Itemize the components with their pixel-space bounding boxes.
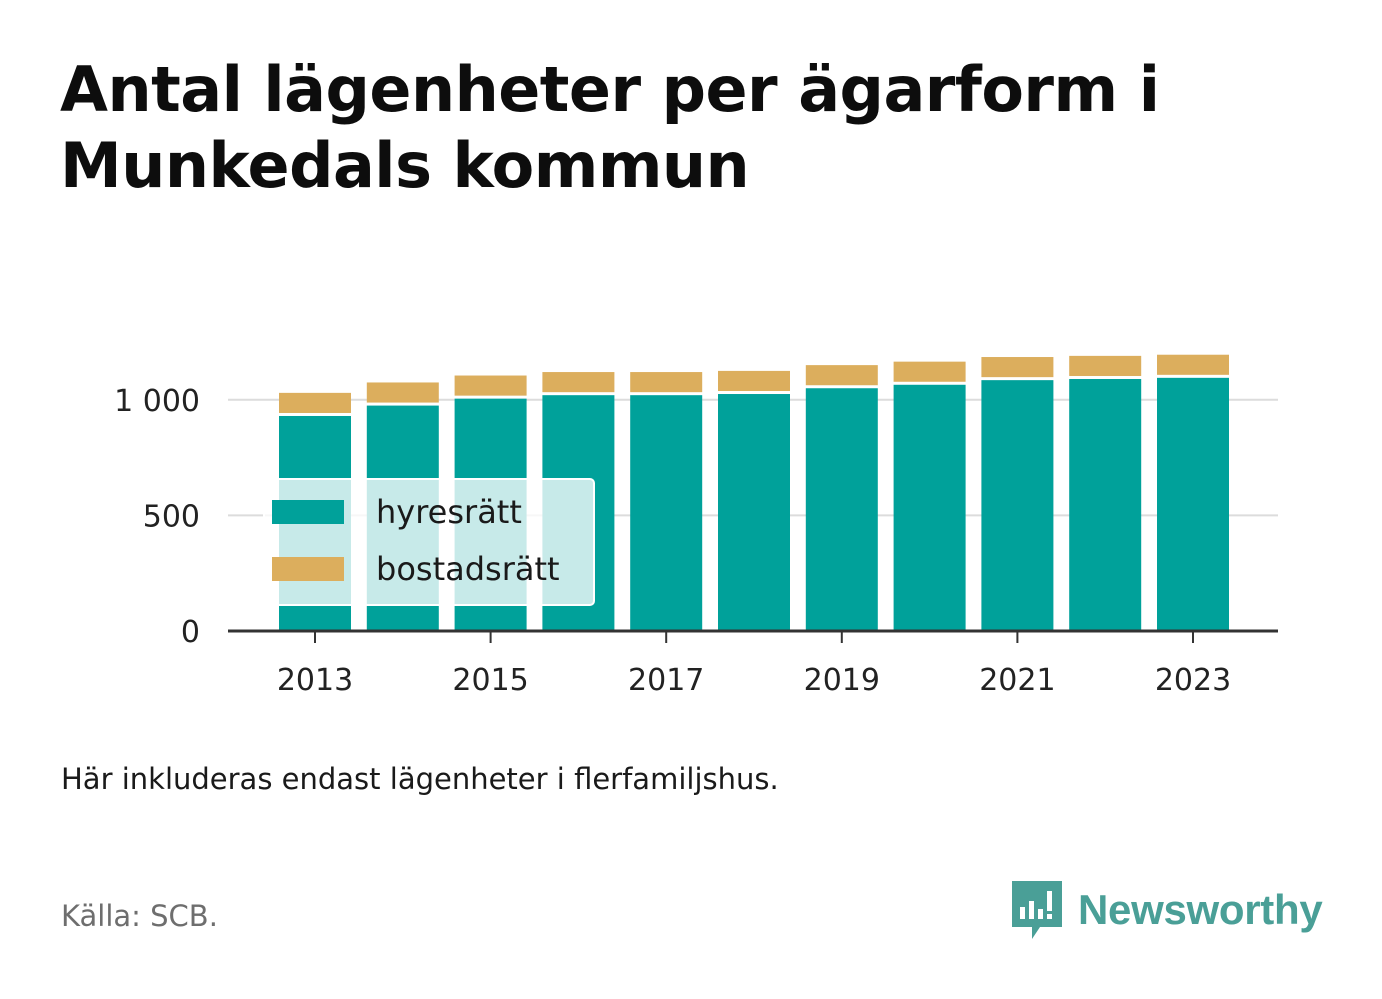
newsworthy-icon — [1012, 881, 1062, 939]
bar-hyresratt — [718, 394, 790, 631]
brand-logo: Newsworthy — [1010, 878, 1323, 942]
bar-bostadsratt — [1157, 354, 1229, 375]
bar-hyresratt — [630, 395, 703, 631]
y-tick-label: 500 — [143, 499, 200, 534]
x-tick-label: 2015 — [452, 663, 528, 698]
bar-bostadsratt — [718, 370, 790, 392]
bar-bostadsratt — [454, 375, 527, 396]
x-tick-label: 2017 — [628, 663, 704, 698]
bar-bostadsratt — [366, 382, 439, 403]
chart-title: Antal lägenheter per ägarform i Munkedal… — [60, 53, 1160, 202]
bar-bostadsratt — [630, 372, 703, 393]
x-tick-label: 2021 — [979, 663, 1055, 698]
bar-hyresratt — [893, 384, 966, 631]
bar-bostadsratt — [542, 372, 615, 393]
chart-note: Här inkluderas endast lägenheter i flerf… — [61, 762, 779, 796]
source-text: Källa: SCB. — [61, 899, 218, 933]
bar-hyresratt — [1157, 377, 1229, 631]
bar-bostadsratt — [279, 392, 351, 413]
brand-name: Newsworthy — [1078, 886, 1323, 933]
bar-bostadsratt — [805, 365, 878, 386]
bar-bostadsratt — [981, 357, 1054, 378]
x-tick-label: 2019 — [804, 663, 880, 698]
legend-swatch-hyresratt — [272, 500, 344, 524]
legend: hyresrätt bostadsrätt — [263, 478, 595, 606]
bar-bostadsratt — [893, 361, 966, 382]
x-tick-label: 2023 — [1155, 663, 1231, 698]
legend-label-bostadsratt: bostadsrätt — [376, 550, 560, 588]
x-tick-label: 2013 — [277, 663, 353, 698]
y-tick-label: 1 000 — [114, 384, 200, 419]
stacked-bar-chart: 0 500 1 000 2013 2015 2017 2019 2021 2023 hyresr… — [114, 354, 1278, 698]
bar-hyresratt — [805, 388, 878, 631]
bar-hyresratt — [1069, 378, 1142, 631]
bar-bostadsratt — [1069, 355, 1142, 376]
bar-hyresratt — [981, 380, 1054, 631]
legend-label-hyresratt: hyresrätt — [376, 493, 522, 531]
axes: 0 500 1 000 2013 2015 2017 2019 2021 2023 — [114, 384, 1278, 698]
y-tick-label: 0 — [181, 615, 200, 650]
legend-swatch-bostadsratt — [272, 557, 344, 581]
legend-box — [263, 478, 595, 606]
